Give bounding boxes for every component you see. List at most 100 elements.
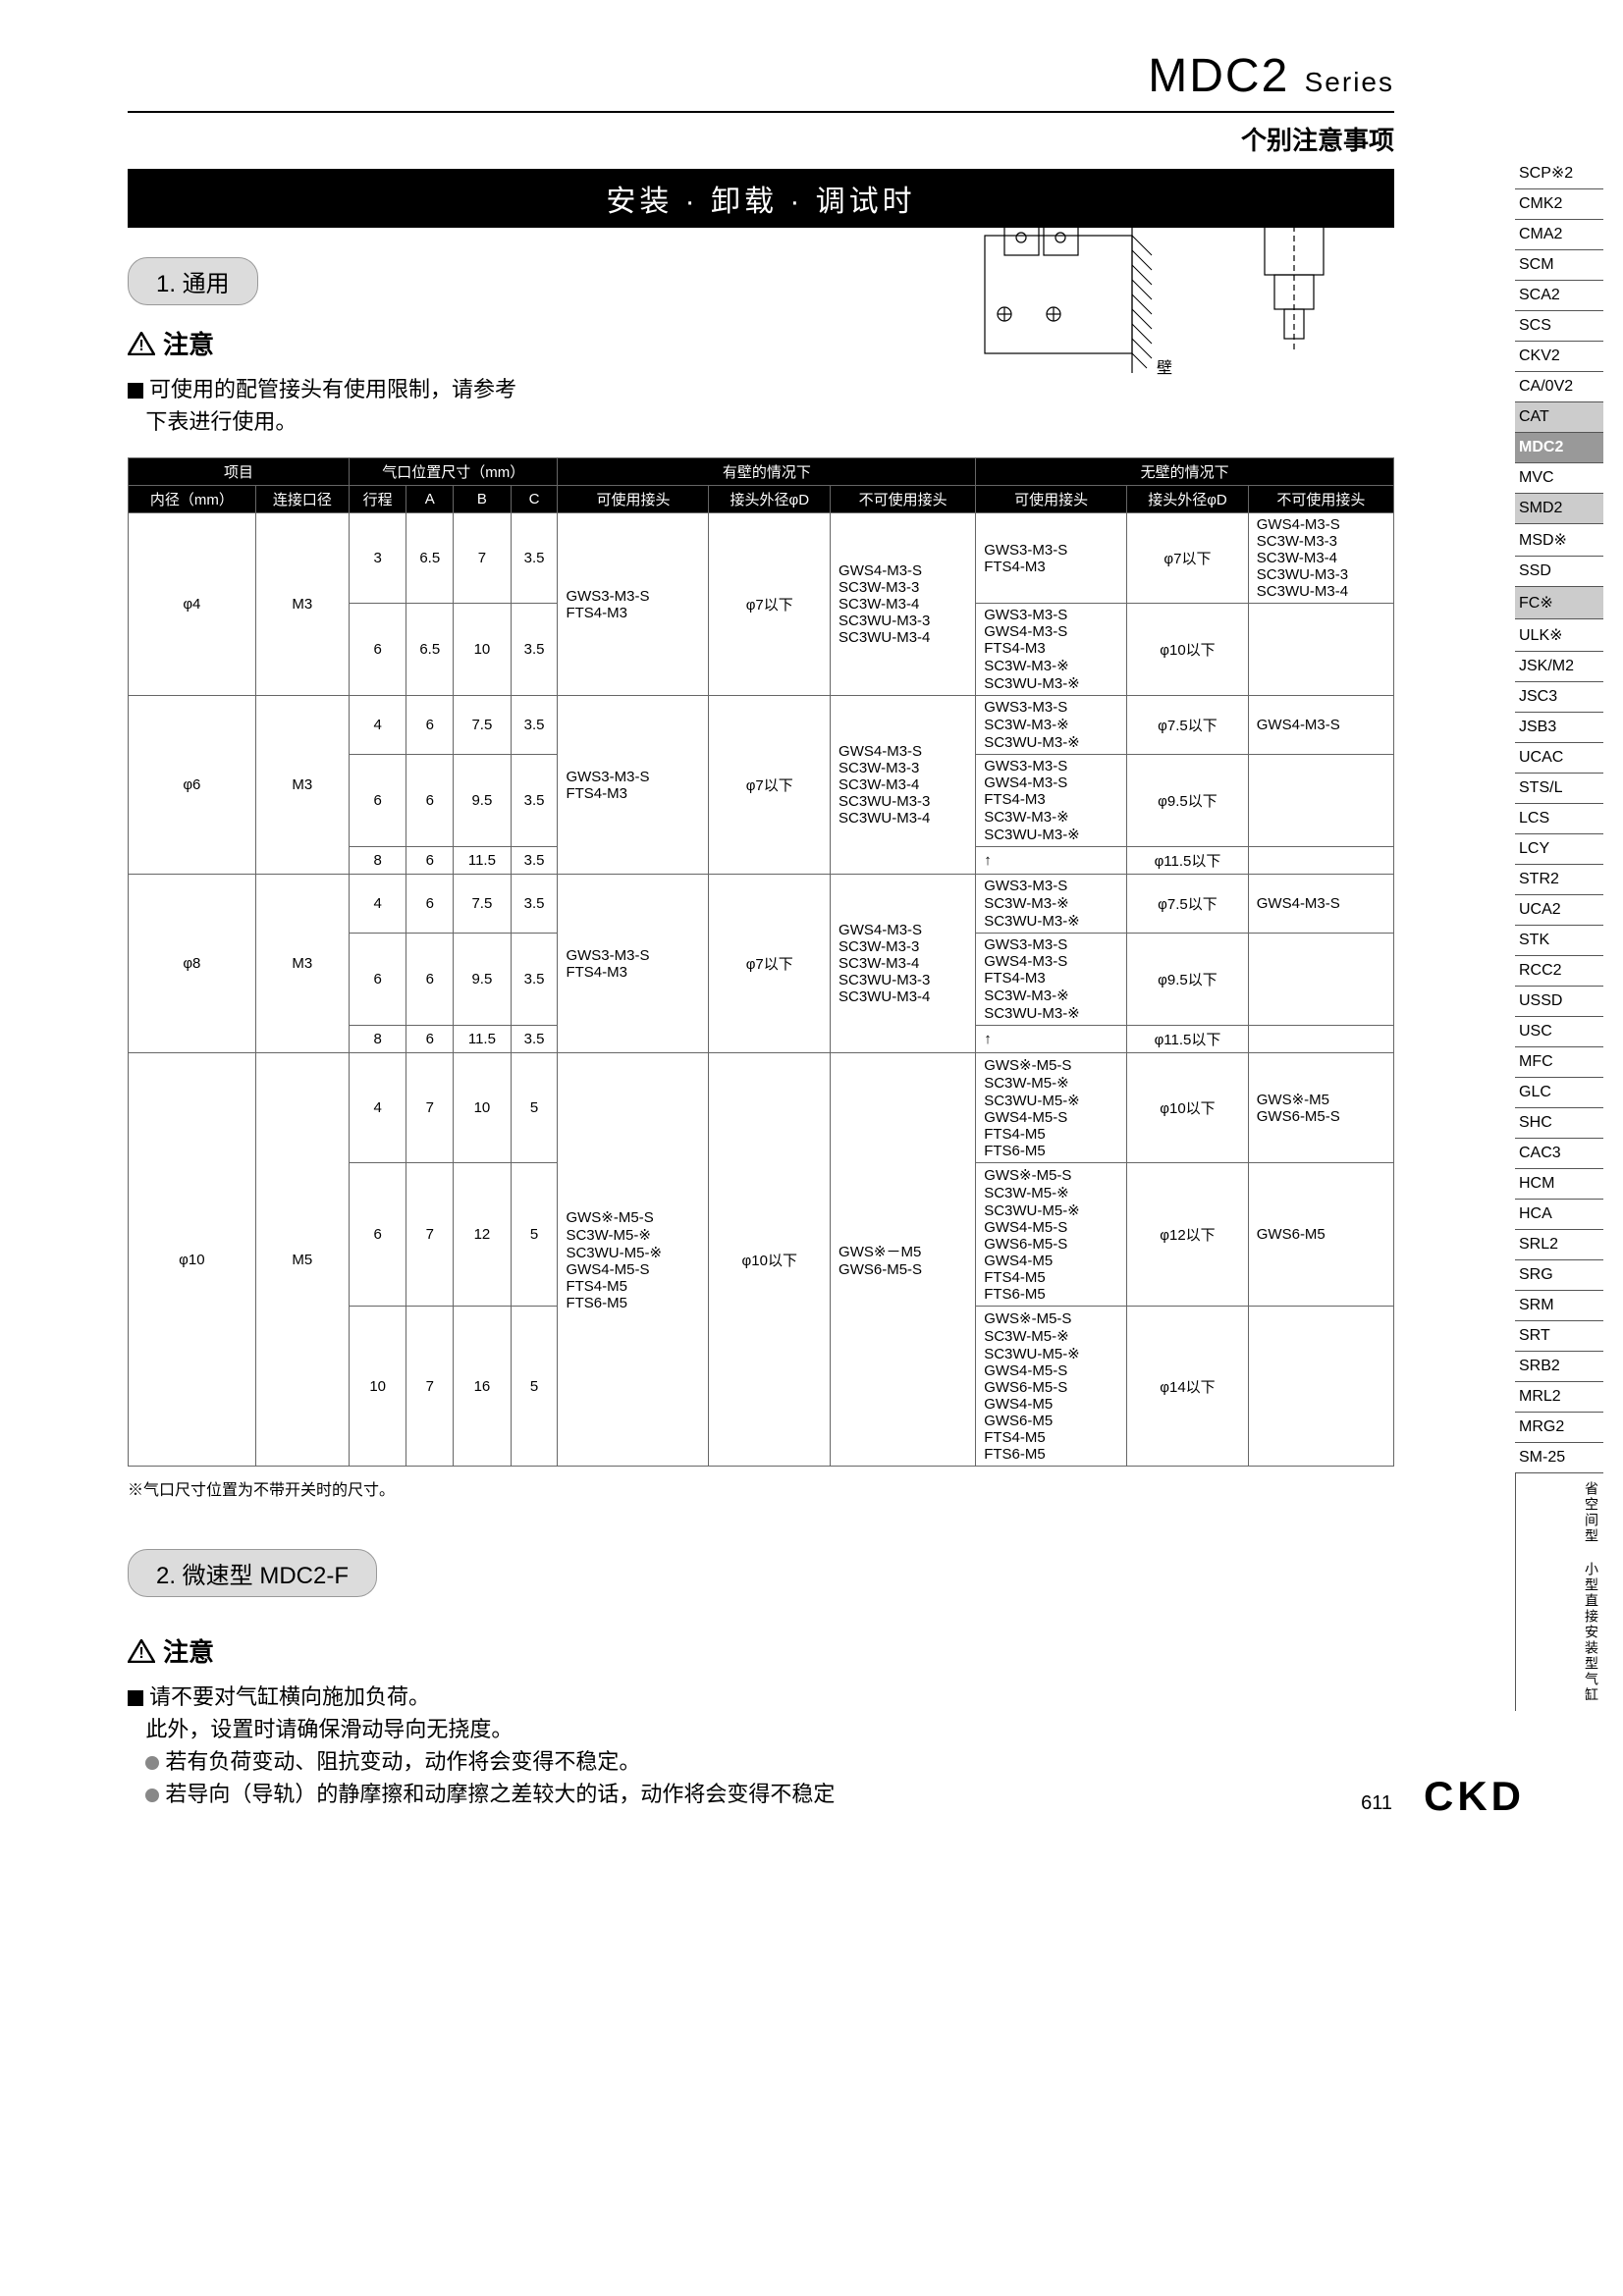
sidebar-item[interactable]: JSK/M2 (1515, 652, 1603, 682)
sidebar-item[interactable]: SCS (1515, 311, 1603, 342)
sidebar-item[interactable]: STK (1515, 926, 1603, 956)
sidebar-item[interactable]: MDC2 (1515, 433, 1603, 463)
sidebar-item[interactable]: CA/0V2 (1515, 372, 1603, 402)
footer-page: 611 (1361, 1792, 1392, 1815)
svg-text:C: C (1132, 203, 1144, 220)
series-main: MDC2 (1148, 50, 1289, 102)
footer-logo: CKD (1424, 1773, 1525, 1820)
sidebar-item[interactable]: MRG2 (1515, 1413, 1603, 1443)
sidebar-item[interactable]: USC (1515, 1017, 1603, 1047)
note1-line1: 可使用的配管接头有使用限制，请参考 (149, 377, 516, 401)
sidebar-item[interactable]: RCC2 (1515, 956, 1603, 987)
sidebar-item[interactable]: MVC (1515, 463, 1603, 494)
sidebar-item[interactable]: JSC3 (1515, 682, 1603, 713)
th-B: B (454, 486, 512, 513)
th-nw-unusable: 不可使用接头 (1248, 486, 1393, 513)
svg-text:!: ! (138, 338, 143, 354)
th-w-usable: 可使用接头 (558, 486, 709, 513)
sidebar-item[interactable]: MSD※ (1515, 524, 1603, 557)
caution-label-1: 注意 (163, 325, 214, 361)
series-underline (128, 111, 1394, 113)
sidebar-item[interactable]: SRM (1515, 1291, 1603, 1321)
sidebar-vertical-label: 省空间型 小型直接安装型气缸 (1515, 1473, 1603, 1711)
warning-icon-2: ! (128, 1639, 155, 1663)
sidebar-item[interactable]: SRB2 (1515, 1352, 1603, 1382)
sidebar-item[interactable]: LCY (1515, 834, 1603, 865)
sidebar-item[interactable]: SCM (1515, 250, 1603, 281)
svg-text:A: A (990, 193, 1001, 210)
sidebar-item[interactable]: JSB3 (1515, 713, 1603, 743)
sidebar-item[interactable]: HCM (1515, 1169, 1603, 1200)
spec-table: 项目 气口位置尺寸（mm） 有壁的情况下 无壁的情况下 内径（mm） 连接口径 … (128, 457, 1394, 1467)
grey-bullet-2 (145, 1789, 159, 1802)
sidebar-item[interactable]: USSD (1515, 987, 1603, 1017)
th-bore: 内径（mm） (129, 486, 256, 513)
sidebar-item[interactable]: CKV2 (1515, 342, 1603, 372)
th-wall-yes: 有壁的情况下 (558, 458, 976, 486)
th-item: 项目 (129, 458, 350, 486)
square-bullet (128, 383, 143, 399)
sidebar-item[interactable]: UCAC (1515, 743, 1603, 774)
sidebar-item[interactable]: STS/L (1515, 774, 1603, 804)
sidebar-item[interactable]: LCS (1515, 804, 1603, 834)
note2-sub1: 若有负荷变动、阻抗变动，动作将会变得不稳定。 (165, 1749, 640, 1774)
square-bullet-2 (128, 1690, 143, 1706)
th-portpos: 气口位置尺寸（mm） (349, 458, 558, 486)
note2-line1: 请不要对气缸横向施加负荷。 (149, 1684, 430, 1709)
svg-text:壁: 壁 (1157, 358, 1172, 377)
note2-sub2: 若导向（导轨）的静摩擦和动摩擦之差较大的话，动作将会变得不稳定 (165, 1782, 835, 1806)
th-nw-usable: 可使用接头 (976, 486, 1127, 513)
sidebar-item[interactable]: SCA2 (1515, 281, 1603, 311)
th-C: C (511, 486, 558, 513)
sidebar-item[interactable]: CMK2 (1515, 189, 1603, 220)
series-suffix: Series (1305, 67, 1394, 97)
sidebar-item[interactable]: SM-25 (1515, 1443, 1603, 1473)
th-A: A (406, 486, 454, 513)
th-stroke: 行程 (349, 486, 406, 513)
svg-text:φD: φD (1279, 186, 1301, 202)
sidebar-item[interactable]: MRL2 (1515, 1382, 1603, 1413)
sidebar-item[interactable]: ULK※ (1515, 619, 1603, 652)
th-wall-no: 无壁的情况下 (976, 458, 1394, 486)
th-w-phiD: 接头外径φD (709, 486, 831, 513)
sidebar-item[interactable]: SRT (1515, 1321, 1603, 1352)
table-row: φ10M547105GWS※-M5-SSC3W-M5-※SC3WU-M5-※GW… (129, 1053, 1394, 1163)
warning-icon: ! (128, 332, 155, 355)
sidebar-item[interactable]: STR2 (1515, 865, 1603, 895)
section1-pill: 1. 通用 (128, 257, 258, 305)
note1: 可使用的配管接头有使用限制，请参考 下表进行使用。 (128, 373, 677, 438)
sidebar-item[interactable]: FC※ (1515, 587, 1603, 619)
section2-pill: 2. 微速型 MDC2-F (128, 1549, 377, 1597)
table-row: φ8M3467.53.5GWS3-M3-SFTS4-M3φ7以下GWS4-M3-… (129, 875, 1394, 934)
th-nw-phiD: 接头外径φD (1127, 486, 1249, 513)
sidebar-item[interactable]: CAT (1515, 402, 1603, 433)
sidebar-item[interactable]: UCA2 (1515, 895, 1603, 926)
sidebar-item[interactable]: SRG (1515, 1260, 1603, 1291)
caution-row-2: ! 注意 (128, 1632, 1394, 1669)
sidebar-item[interactable]: SCP※2 (1515, 157, 1603, 189)
caution-label-2: 注意 (163, 1632, 214, 1669)
subtitle-right: 个别注意事项 (128, 121, 1394, 157)
th-w-unusable: 不可使用接头 (831, 486, 976, 513)
foot-note: ※气口尺寸位置为不带开关时的尺寸。 (128, 1476, 1394, 1500)
sidebar-item[interactable]: CMA2 (1515, 220, 1603, 250)
sidebar-item[interactable]: CAC3 (1515, 1139, 1603, 1169)
sidebar-item[interactable]: MFC (1515, 1047, 1603, 1078)
note2-line2: 此外，设置时请确保滑动导向无挠度。 (145, 1717, 513, 1741)
sidebar-item[interactable]: HCA (1515, 1200, 1603, 1230)
sidebar-item[interactable]: SSD (1515, 557, 1603, 587)
sidebar-item[interactable]: SHC (1515, 1108, 1603, 1139)
caution-row-1: ! 注意 (128, 325, 677, 361)
th-port: 连接口径 (255, 486, 349, 513)
sidebar: SCP※2CMK2CMA2SCMSCA2SCSCKV2CA/0V2CATMDC2… (1515, 157, 1603, 1711)
diagram: A B C 壁 φD (926, 177, 1397, 393)
sidebar-item[interactable]: SRL2 (1515, 1230, 1603, 1260)
note2: 请不要对气缸横向施加负荷。 此外，设置时请确保滑动导向无挠度。 若有负荷变动、阻… (128, 1681, 1394, 1810)
svg-text:!: ! (138, 1645, 143, 1662)
sidebar-item[interactable]: SMD2 (1515, 494, 1603, 524)
note1-line2: 下表进行使用。 (145, 409, 297, 434)
table-row: φ4M336.573.5GWS3-M3-SFTS4-M3φ7以下GWS4-M3-… (129, 513, 1394, 604)
sidebar-item[interactable]: GLC (1515, 1078, 1603, 1108)
grey-bullet-1 (145, 1756, 159, 1770)
series-title: MDC2 Series (128, 49, 1394, 103)
